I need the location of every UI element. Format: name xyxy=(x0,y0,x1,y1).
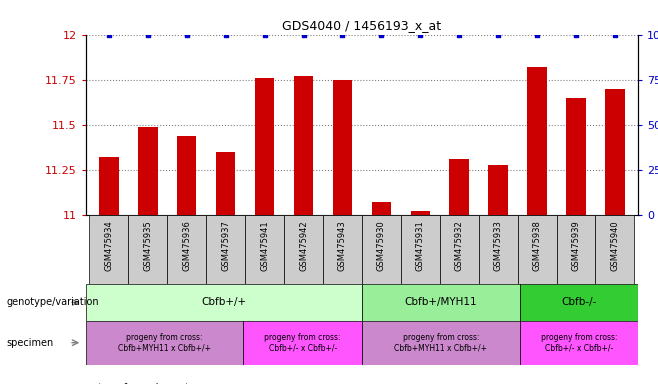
Text: GSM475932: GSM475932 xyxy=(455,220,464,271)
Point xyxy=(103,31,114,38)
Bar xyxy=(520,284,638,321)
Text: progeny from cross:
Cbfb+MYH11 x Cbfb+/+: progeny from cross: Cbfb+MYH11 x Cbfb+/+ xyxy=(394,333,488,353)
Bar xyxy=(99,157,118,215)
Text: GSM475935: GSM475935 xyxy=(143,220,152,271)
Text: Cbfb+/+: Cbfb+/+ xyxy=(201,297,246,308)
Text: progeny from cross:
Cbfb+/- x Cbfb+/-: progeny from cross: Cbfb+/- x Cbfb+/- xyxy=(541,333,617,353)
Bar xyxy=(605,89,624,215)
Text: Cbfb+/MYH11: Cbfb+/MYH11 xyxy=(405,297,477,308)
Bar xyxy=(362,215,401,284)
Text: GSM475942: GSM475942 xyxy=(299,220,308,271)
Bar xyxy=(520,321,638,365)
Bar xyxy=(323,215,362,284)
Bar xyxy=(177,136,197,215)
Bar xyxy=(243,321,362,365)
Bar xyxy=(557,215,595,284)
Point xyxy=(570,31,581,38)
Point xyxy=(493,31,503,38)
Point xyxy=(376,31,387,38)
Bar xyxy=(245,215,284,284)
Bar xyxy=(518,215,557,284)
Bar xyxy=(567,98,586,215)
Point xyxy=(415,31,426,38)
Text: GSM475934: GSM475934 xyxy=(105,220,113,271)
Text: GSM475941: GSM475941 xyxy=(260,220,269,271)
Bar xyxy=(362,321,520,365)
Bar xyxy=(401,215,440,284)
Bar xyxy=(440,215,478,284)
Text: GSM475930: GSM475930 xyxy=(377,220,386,271)
Bar xyxy=(89,215,128,284)
Text: GSM475938: GSM475938 xyxy=(532,220,542,271)
Text: GSM475937: GSM475937 xyxy=(221,220,230,271)
Point xyxy=(610,31,620,38)
Text: specimen: specimen xyxy=(7,338,54,348)
Bar xyxy=(86,284,362,321)
Point xyxy=(298,31,309,38)
Bar xyxy=(138,127,157,215)
Text: GSM475943: GSM475943 xyxy=(338,220,347,271)
Text: ■: ■ xyxy=(89,383,98,384)
Bar xyxy=(293,76,313,215)
Point xyxy=(337,31,347,38)
Bar xyxy=(128,215,167,284)
Bar xyxy=(488,164,508,215)
Bar xyxy=(362,284,520,321)
Bar xyxy=(167,215,206,284)
Bar xyxy=(333,80,352,215)
Text: GSM475939: GSM475939 xyxy=(572,220,580,271)
Bar xyxy=(595,215,634,284)
Bar xyxy=(255,78,274,215)
Text: Cbfb-/-: Cbfb-/- xyxy=(561,297,597,308)
Point xyxy=(259,31,270,38)
Bar xyxy=(527,67,547,215)
Text: GSM475933: GSM475933 xyxy=(494,220,503,271)
Bar xyxy=(216,152,236,215)
Point xyxy=(220,31,231,38)
Text: GSM475940: GSM475940 xyxy=(611,220,619,271)
Bar xyxy=(449,159,469,215)
Bar xyxy=(206,215,245,284)
Text: GSM475931: GSM475931 xyxy=(416,220,425,271)
Bar xyxy=(411,212,430,215)
Point xyxy=(182,31,192,38)
Text: genotype/variation: genotype/variation xyxy=(7,297,99,308)
Bar xyxy=(478,215,518,284)
Bar xyxy=(372,202,391,215)
Text: progeny from cross:
Cbfb+/- x Cbfb+/-: progeny from cross: Cbfb+/- x Cbfb+/- xyxy=(265,333,341,353)
Point xyxy=(532,31,542,38)
Point xyxy=(143,31,153,38)
Text: ■ transformed count: ■ transformed count xyxy=(86,383,189,384)
Text: progeny from cross:
Cbfb+MYH11 x Cbfb+/+: progeny from cross: Cbfb+MYH11 x Cbfb+/+ xyxy=(118,333,211,353)
Title: GDS4040 / 1456193_x_at: GDS4040 / 1456193_x_at xyxy=(282,19,442,32)
Bar xyxy=(284,215,323,284)
Bar xyxy=(86,321,243,365)
Point xyxy=(454,31,465,38)
Text: GSM475936: GSM475936 xyxy=(182,220,191,271)
